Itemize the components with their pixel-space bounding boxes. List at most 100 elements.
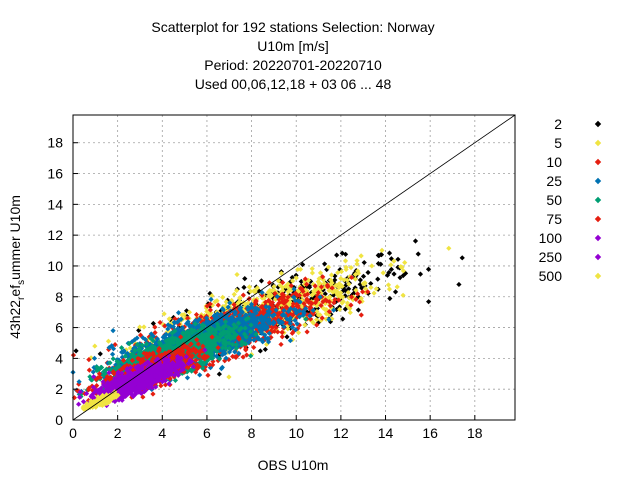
point-2-1 <box>256 288 262 294</box>
point-75-685 <box>196 353 202 359</box>
point-2-167 <box>375 252 381 258</box>
point-25-345 <box>184 375 191 381</box>
point-25-818 <box>184 320 190 327</box>
point-25-901 <box>291 306 297 312</box>
point-10-282 <box>336 297 342 303</box>
point-25-804 <box>293 310 299 316</box>
point-10-266 <box>353 296 359 303</box>
point-50-1041 <box>210 355 216 361</box>
point-25-176 <box>152 342 158 348</box>
point-75-562 <box>75 388 81 394</box>
point-5-602 <box>358 253 364 259</box>
point-75-699 <box>129 357 136 364</box>
point-50-1013 <box>221 337 227 343</box>
point-50-19 <box>192 321 198 327</box>
point-50-564 <box>96 367 102 373</box>
point-2-79 <box>417 271 424 277</box>
point-10-38 <box>349 274 355 281</box>
point-5-131 <box>402 259 408 266</box>
point-50-1043 <box>171 345 178 351</box>
point-50-1039 <box>198 328 204 334</box>
point-25-977 <box>196 316 202 323</box>
point-10-767 <box>273 325 279 331</box>
point-10-698 <box>272 290 278 297</box>
point-10-553 <box>318 284 325 290</box>
point-25-1210 <box>247 304 254 311</box>
point-25-358 <box>331 307 337 313</box>
point-25-1082 <box>287 306 294 312</box>
point-10-563 <box>360 289 366 295</box>
point-10-499 <box>312 283 318 289</box>
title-line-4: Used 00,06,12,18 + 03 06 ... 48 <box>195 76 392 92</box>
point-25-1208 <box>326 316 332 323</box>
point-25-1028 <box>237 317 243 323</box>
point-2-265 <box>332 277 338 283</box>
point-50-432 <box>108 367 114 373</box>
point-25-808 <box>261 321 267 327</box>
point-25-895 <box>253 320 259 326</box>
point-5-164 <box>338 269 345 275</box>
point-75-727 <box>155 348 162 354</box>
point-25-149 <box>91 355 98 361</box>
point-2-127 <box>332 273 338 279</box>
point-10-635 <box>282 320 289 326</box>
point-2-74 <box>333 306 340 313</box>
point-25-761 <box>255 315 261 321</box>
point-25-1001 <box>136 341 143 347</box>
point-25-991 <box>165 322 171 328</box>
point-5-97 <box>214 298 220 304</box>
point-25-866 <box>218 311 224 317</box>
point-2-48 <box>327 319 334 325</box>
point-10-592 <box>302 292 308 298</box>
point-5-237 <box>301 314 307 320</box>
point-50-1029 <box>185 339 191 346</box>
point-50-996 <box>148 335 154 342</box>
point-75-465 <box>188 341 194 347</box>
point-5-148 <box>325 264 332 270</box>
point-25-703 <box>263 304 269 310</box>
point-25-1063 <box>240 319 246 325</box>
point-5-239 <box>166 316 172 322</box>
point-10-580 <box>357 299 363 305</box>
point-10-449 <box>243 346 249 352</box>
point-50-1068 <box>216 338 223 344</box>
point-50-692 <box>238 337 244 344</box>
point-10-606 <box>348 294 355 300</box>
point-25-908 <box>258 317 264 324</box>
point-5-354 <box>254 285 260 291</box>
point-2-101 <box>287 279 293 285</box>
point-5-64 <box>354 261 360 267</box>
point-5-519 <box>132 340 138 346</box>
point-25-185 <box>271 312 277 318</box>
point-2-223 <box>459 255 465 261</box>
point-5-476 <box>391 258 397 264</box>
point-50-381 <box>202 332 208 338</box>
point-5-412 <box>345 289 351 296</box>
point-25-236 <box>296 314 303 320</box>
point-5-553 <box>362 281 368 287</box>
point-2-221 <box>387 295 393 302</box>
point-5-281 <box>355 270 361 276</box>
point-10-685 <box>331 300 337 306</box>
point-5-366 <box>311 288 317 294</box>
point-10-790 <box>254 327 260 334</box>
point-25-1065 <box>163 331 169 337</box>
point-25-117 <box>303 305 309 312</box>
point-25-1259 <box>287 315 294 321</box>
point-5-501 <box>344 300 351 306</box>
point-10-577 <box>259 292 265 298</box>
point-10-243 <box>319 315 325 321</box>
point-5-571 <box>316 287 322 293</box>
point-50-717 <box>171 340 177 346</box>
point-25-145 <box>236 350 242 356</box>
point-25-1047 <box>232 349 238 355</box>
point-2-139 <box>269 290 275 296</box>
point-25-287 <box>168 323 174 329</box>
point-75-391 <box>215 345 221 351</box>
point-25-1271 <box>204 318 210 324</box>
point-50-839 <box>198 358 204 365</box>
point-5-560 <box>309 270 316 276</box>
point-25-1009 <box>254 334 260 340</box>
point-25-407 <box>165 326 171 332</box>
point-50-928 <box>243 316 249 322</box>
